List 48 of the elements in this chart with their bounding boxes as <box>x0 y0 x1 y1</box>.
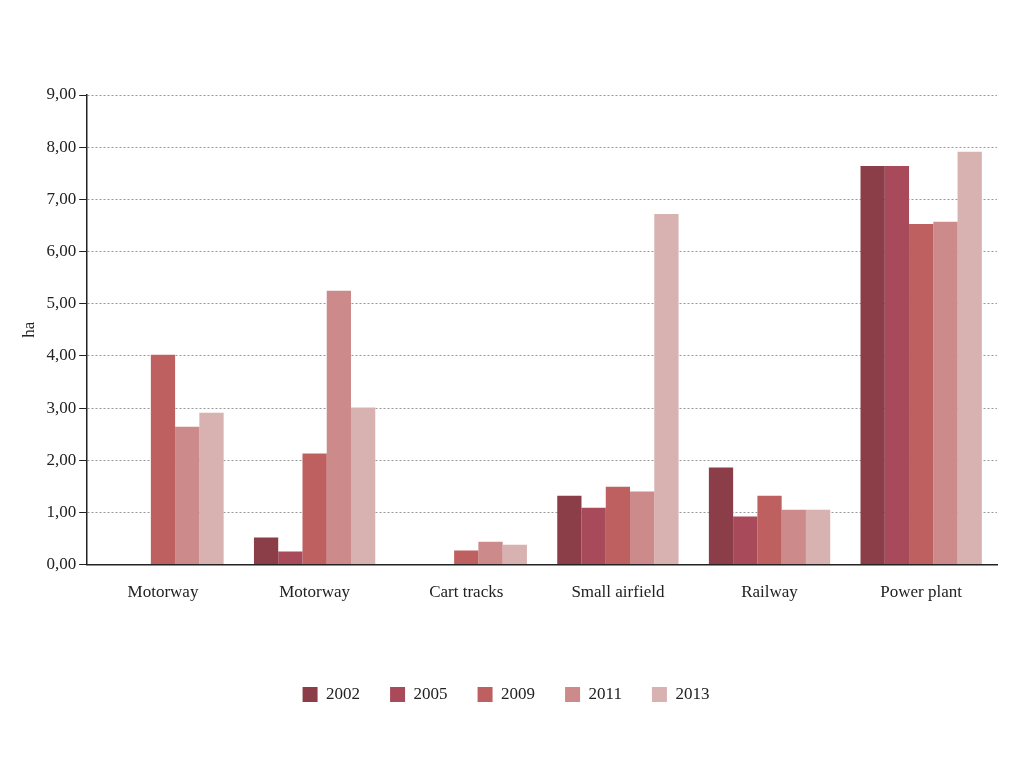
x-tick-label: Motorway <box>279 582 351 602</box>
bar <box>909 223 934 565</box>
y-tick-label: 6,00 <box>46 241 77 260</box>
bar <box>654 213 679 565</box>
bar <box>884 165 910 565</box>
y-tick-label: 3,00 <box>46 397 77 417</box>
bar <box>605 486 631 565</box>
bar <box>933 221 958 565</box>
legend-label: 2005 <box>413 683 448 703</box>
bar <box>557 495 582 565</box>
y-tick-label: 2,00 <box>46 449 77 469</box>
legend-label: 2013 <box>675 683 710 703</box>
legend-label: 2009 <box>501 683 536 703</box>
bar <box>502 544 527 565</box>
y-tick-label: 1,00 <box>46 501 77 521</box>
bar <box>326 290 352 565</box>
bar <box>278 551 303 565</box>
bar <box>150 354 176 565</box>
bar <box>581 507 606 565</box>
x-tick-label: Motorway <box>127 582 199 602</box>
bar <box>253 537 279 565</box>
y-tick-label: 0,00 <box>46 554 77 574</box>
y-tick-label: 4,00 <box>46 345 77 365</box>
y-tick-label: 5,00 <box>46 293 77 313</box>
x-tick-label: Small airfield <box>571 582 665 602</box>
bar <box>733 516 758 565</box>
bar <box>478 541 503 565</box>
bar <box>199 412 224 565</box>
bar <box>708 467 734 565</box>
y-tick-label: 7,00 <box>46 188 77 208</box>
bar <box>175 426 200 565</box>
legend-label: 2011 <box>588 683 622 703</box>
y-tick-label: 9,00 <box>46 84 77 104</box>
x-tick-label: Cart tracks <box>429 582 504 602</box>
x-tick-label: Power plant <box>880 582 963 602</box>
bar <box>805 509 831 565</box>
bar <box>630 491 655 565</box>
bar <box>454 550 479 565</box>
x-tick-label: Railway <box>741 582 799 602</box>
bar <box>351 407 376 565</box>
legend-label: 2002 <box>326 683 361 703</box>
y-axis-title: ha <box>18 321 38 338</box>
bar <box>860 165 885 565</box>
bar <box>302 453 327 565</box>
bar <box>957 151 982 565</box>
bar <box>757 495 782 565</box>
bar <box>781 509 806 565</box>
y-tick-label: 8,00 <box>46 136 77 156</box>
